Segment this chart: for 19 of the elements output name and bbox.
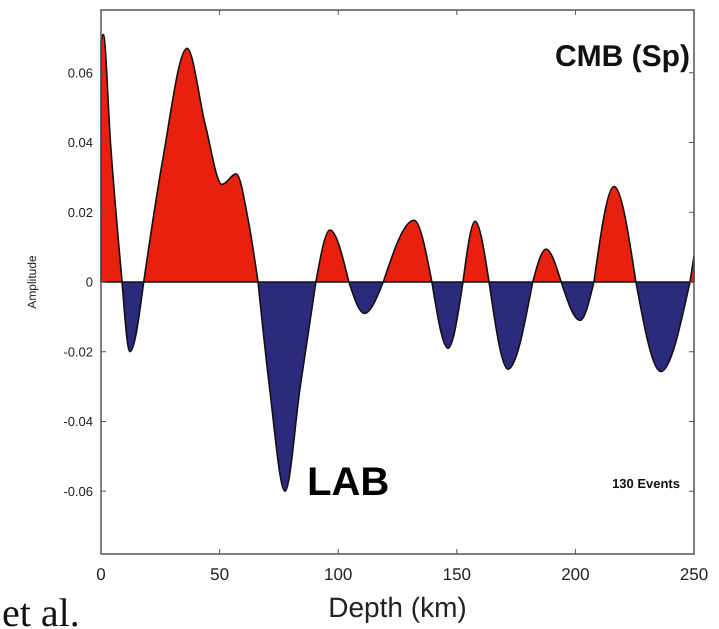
- x-tick-label: 100: [324, 565, 352, 584]
- x-tick-label: 150: [442, 565, 471, 584]
- x-tick-label: 200: [561, 565, 590, 584]
- y-tick-label: -0.02: [63, 344, 93, 360]
- x-tick-label: 0: [96, 565, 106, 584]
- y-tick-label: 0: [86, 274, 93, 290]
- annotation: LAB: [307, 460, 390, 504]
- y-tick-label: 0.06: [68, 65, 93, 80]
- x-tick-label: 50: [210, 565, 230, 584]
- annotation: CMB (Sp): [555, 40, 690, 73]
- annotation: 130 Events: [612, 476, 680, 491]
- text: et al.: [2, 590, 80, 629]
- y-tick-label: -0.06: [63, 484, 93, 499]
- y-tick-label: 0.02: [68, 204, 93, 220]
- y-tick-label: -0.04: [63, 414, 93, 430]
- y-tick-label: 0.04: [68, 135, 93, 150]
- y-axis-title: Amplitude: [25, 255, 39, 309]
- x-axis-title: Depth (km): [328, 592, 467, 623]
- x-tick-label: 250: [680, 565, 708, 584]
